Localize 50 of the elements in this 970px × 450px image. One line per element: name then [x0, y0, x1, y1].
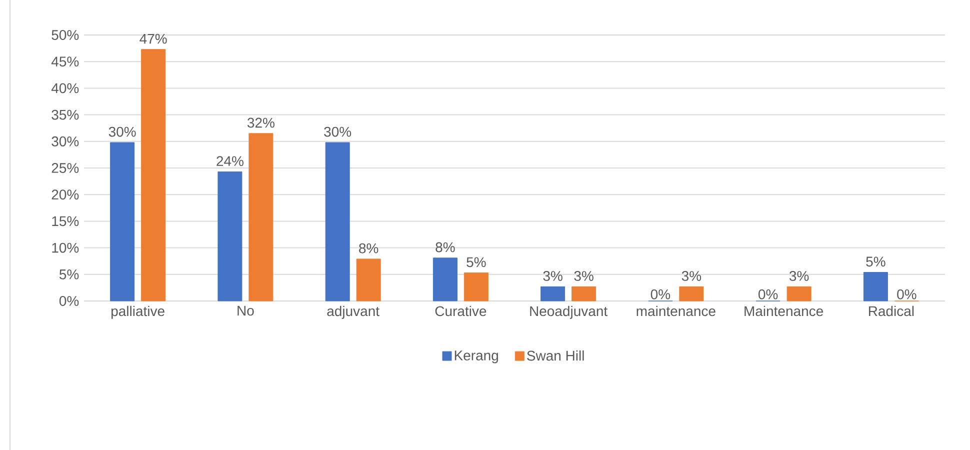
bar	[248, 133, 274, 302]
data-label: 0%	[650, 289, 670, 300]
y-tick-label: 50%	[52, 30, 79, 40]
y-tick-label: 40%	[51, 83, 79, 94]
bar	[356, 258, 381, 302]
y-tick-label: 0%	[59, 296, 79, 306]
data-label: 3%	[682, 271, 702, 281]
data-label: 5%	[466, 257, 486, 268]
data-label: 5%	[866, 256, 886, 267]
x-tick-label: maintenance	[636, 306, 716, 316]
data-label: 8%	[359, 243, 378, 254]
y-tick-label: 35%	[52, 110, 79, 120]
data-label: 47%	[140, 34, 167, 44]
bar	[110, 142, 135, 302]
bar	[432, 258, 458, 302]
data-label: 8%	[436, 242, 455, 252]
data-label: 3%	[543, 271, 562, 281]
data-label: 0%	[897, 289, 916, 300]
bar	[863, 272, 888, 302]
x-tick-label: Radical	[868, 306, 914, 316]
data-label: 32%	[247, 118, 274, 128]
data-label: 30%	[324, 126, 352, 137]
data-label: 24%	[216, 156, 244, 166]
data-label: 0%	[758, 289, 778, 300]
x-tick-label: Curative	[435, 306, 486, 316]
bar	[218, 171, 242, 302]
bar	[141, 49, 166, 302]
data-label: 3%	[574, 271, 594, 281]
bar	[572, 286, 596, 302]
y-tick-label: 5%	[59, 269, 79, 280]
y-tick-label: 10%	[52, 242, 79, 253]
bar	[540, 286, 566, 302]
y-tick-label: 30%	[52, 136, 79, 146]
bar	[679, 286, 704, 302]
y-tick-label: 45%	[51, 56, 79, 67]
bar	[786, 286, 812, 302]
y-tick-label: 25%	[52, 163, 79, 173]
x-tick-label: adjuvant	[327, 306, 380, 319]
legend-label: Kerang	[454, 350, 498, 364]
x-tick-label: No	[238, 306, 254, 316]
data-label: 3%	[789, 271, 809, 281]
legend-label: Swan Hill	[527, 350, 584, 361]
x-tick-label: Neoadjuvant	[530, 306, 608, 319]
x-tick-label: Maintenance	[744, 306, 824, 316]
bar	[325, 142, 350, 302]
x-tick-label: palliative	[112, 306, 164, 319]
data-label: 30%	[108, 126, 136, 137]
y-tick-label: 15%	[52, 216, 79, 226]
bar	[464, 272, 488, 302]
y-tick-label: 20%	[52, 190, 79, 200]
